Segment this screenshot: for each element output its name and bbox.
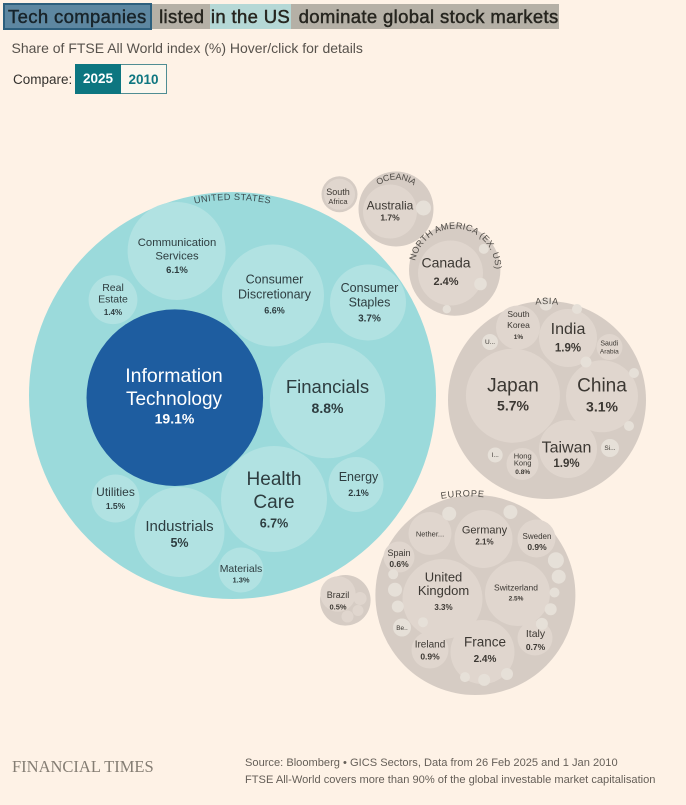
svg-text:Materials: Materials [220,563,263,575]
svg-text:Care: Care [253,492,294,513]
svg-text:0.9%: 0.9% [527,542,547,552]
svg-text:Kingdom: Kingdom [418,583,469,598]
svg-text:Real: Real [102,282,124,294]
svg-text:Staples: Staples [349,296,391,310]
svg-text:5%: 5% [170,536,188,550]
svg-text:India: India [551,321,586,338]
svg-text:3.1%: 3.1% [586,399,618,415]
svg-text:1.9%: 1.9% [555,343,581,355]
svg-text:2.1%: 2.1% [348,488,369,498]
svg-text:Industrials: Industrials [145,518,213,535]
svg-text:Discretionary: Discretionary [238,287,312,301]
svg-text:19.1%: 19.1% [155,411,195,427]
svg-text:Ireland: Ireland [415,640,446,651]
svg-text:I...: I... [492,452,499,459]
svg-text:Consumer: Consumer [246,272,304,286]
svg-text:Taiwan: Taiwan [542,440,592,457]
svg-text:5.7%: 5.7% [497,398,529,414]
svg-text:Canada: Canada [421,255,470,271]
svg-text:Estate: Estate [98,293,128,305]
svg-text:Financials: Financials [286,376,369,397]
svg-text:Switzerland: Switzerland [494,582,538,592]
svg-text:Technology: Technology [126,389,223,410]
svg-text:2.5%: 2.5% [509,595,524,602]
svg-text:Saudi: Saudi [600,340,618,347]
svg-text:Nether...: Nether... [416,530,444,539]
svg-text:ASIA: ASIA [535,296,560,307]
svg-text:Hong: Hong [514,452,532,461]
svg-text:1%: 1% [514,334,524,341]
svg-text:U...: U... [485,339,495,346]
svg-text:3.7%: 3.7% [358,314,381,325]
svg-text:Communication: Communication [138,237,216,249]
svg-text:China: China [577,376,627,397]
svg-text:0.6%: 0.6% [389,559,409,569]
svg-text:Consumer: Consumer [341,281,399,295]
svg-text:3.3%: 3.3% [434,603,452,612]
svg-text:0.9%: 0.9% [420,651,440,661]
svg-text:EUROPE: EUROPE [440,488,485,500]
svg-text:Health: Health [247,469,302,490]
svg-text:1.4%: 1.4% [104,308,122,317]
svg-text:UNITED STATES: UNITED STATES [193,192,272,206]
svg-text:0.5%: 0.5% [329,602,346,611]
svg-text:Be..: Be.. [396,625,408,632]
svg-text:Germany: Germany [462,525,508,537]
svg-text:2.4%: 2.4% [474,654,497,665]
svg-text:Italy: Italy [526,628,546,640]
svg-text:Brazil: Brazil [327,590,350,600]
svg-text:8.8%: 8.8% [312,400,344,416]
svg-text:Si...: Si... [604,445,615,452]
svg-text:1.9%: 1.9% [553,458,579,470]
svg-text:0.7%: 0.7% [526,642,546,652]
svg-text:6.7%: 6.7% [260,517,289,531]
svg-text:Information: Information [125,365,223,387]
svg-text:2.4%: 2.4% [433,276,458,288]
svg-text:Kong: Kong [514,459,532,468]
svg-text:South: South [326,187,350,197]
svg-text:0.8%: 0.8% [515,469,530,476]
svg-text:Services: Services [155,251,199,263]
svg-text:Japan: Japan [487,376,539,397]
svg-text:6.1%: 6.1% [166,265,188,276]
svg-text:1.5%: 1.5% [106,501,126,511]
svg-text:United: United [425,569,463,584]
svg-text:OCEANIA: OCEANIA [374,171,418,187]
svg-text:1.3%: 1.3% [232,576,249,585]
svg-text:2.1%: 2.1% [475,538,493,547]
svg-text:Utilities: Utilities [96,485,135,499]
svg-text:6.6%: 6.6% [264,306,285,316]
svg-text:South: South [507,309,529,319]
svg-text:1.7%: 1.7% [380,213,400,223]
svg-text:Africa: Africa [328,197,348,206]
svg-text:Australia: Australia [367,199,414,213]
svg-text:Spain: Spain [387,548,410,558]
svg-text:France: France [464,635,506,650]
svg-text:Arabia: Arabia [600,349,619,356]
svg-text:Energy: Energy [339,470,379,484]
svg-text:Sweden: Sweden [523,532,552,541]
svg-text:Korea: Korea [507,320,530,330]
